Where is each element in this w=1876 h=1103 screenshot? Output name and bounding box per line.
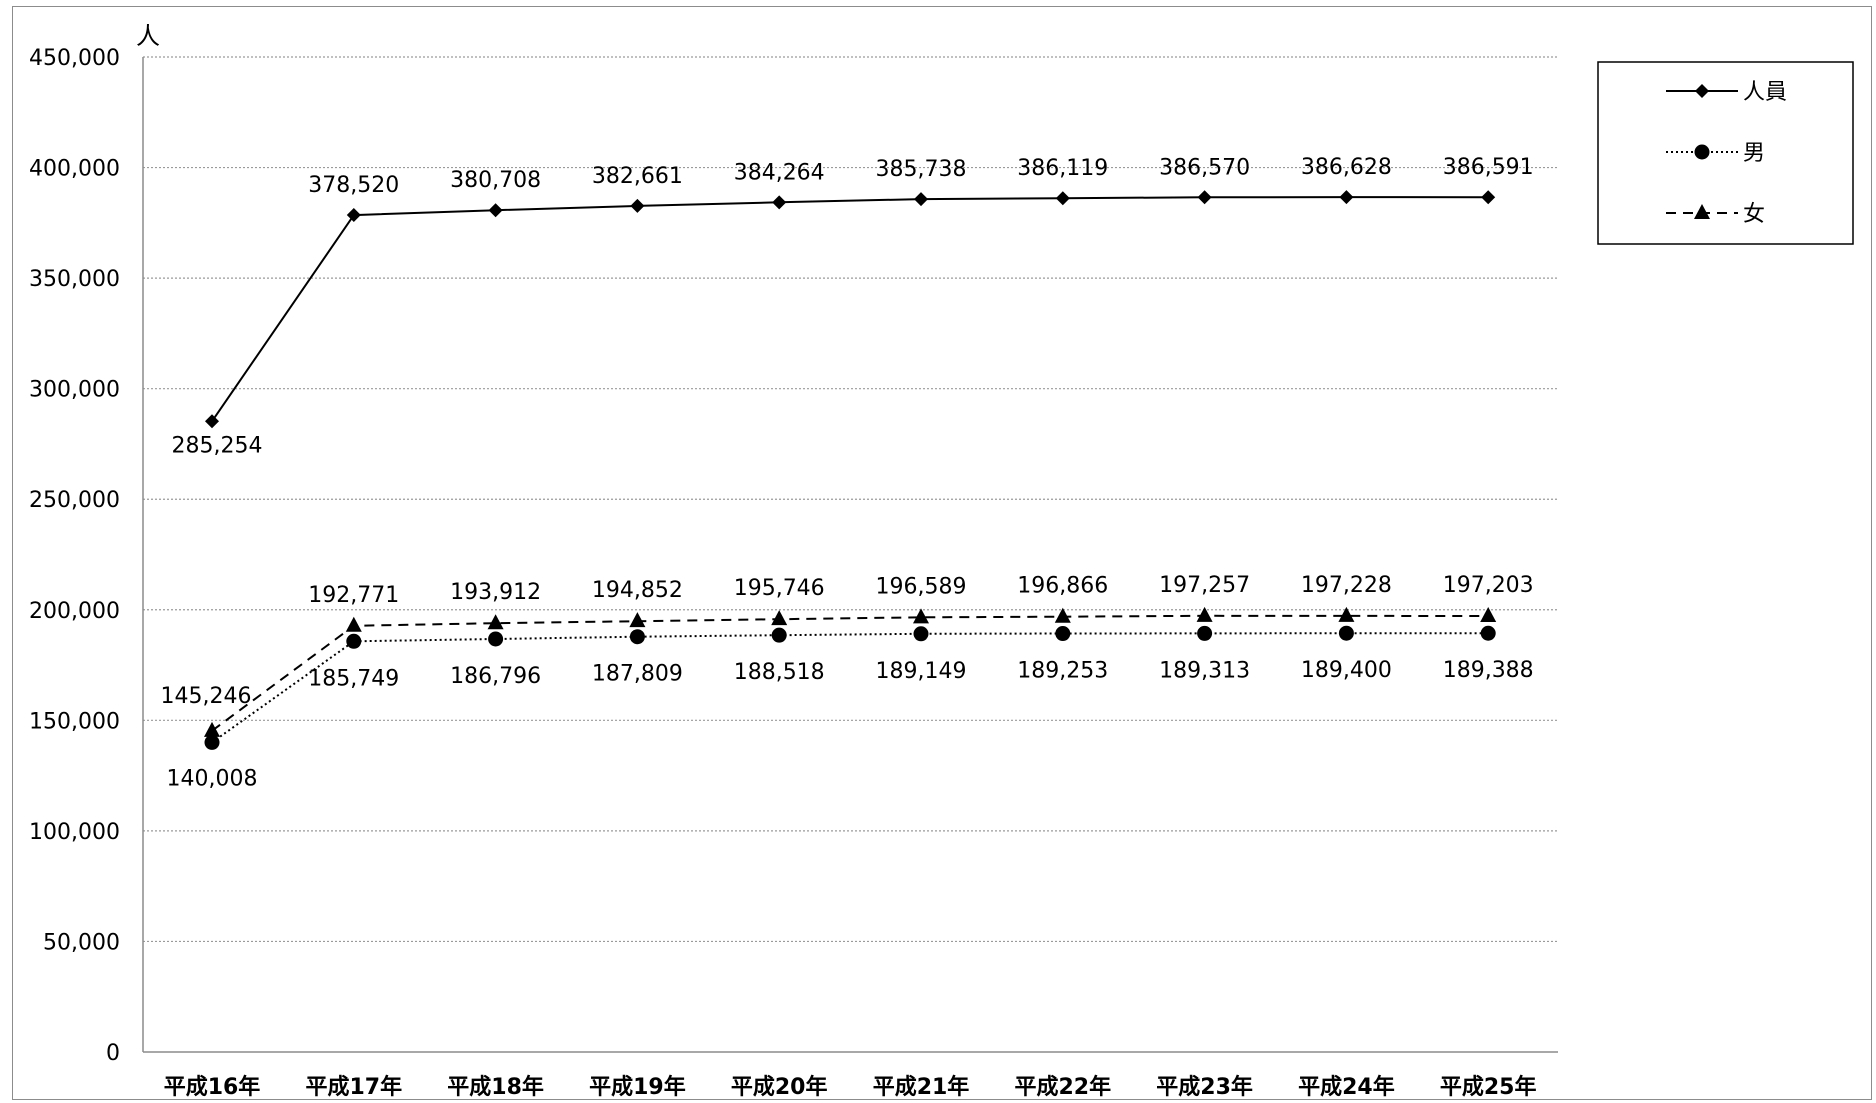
y-tick-label: 250,000 xyxy=(29,488,120,513)
data-point-男 xyxy=(1480,625,1496,641)
x-tick-label: 平成18年 xyxy=(447,1074,544,1100)
data-point-女 xyxy=(1054,607,1071,623)
data-point-男 xyxy=(1338,625,1354,641)
data-label-女: 195,746 xyxy=(734,576,825,601)
data-point-人員 xyxy=(1197,190,1212,205)
data-label-男: 189,149 xyxy=(876,659,967,684)
data-label-人員: 386,570 xyxy=(1159,155,1250,180)
legend-label: 人員 xyxy=(1743,80,1787,105)
legend-marker-人員 xyxy=(1695,84,1709,98)
x-tick-label: 平成16年 xyxy=(164,1074,261,1100)
data-point-男 xyxy=(204,734,220,750)
data-point-男 xyxy=(346,633,362,649)
data-label-人員: 386,591 xyxy=(1443,155,1534,180)
data-point-女 xyxy=(1196,606,1213,622)
data-point-女 xyxy=(771,610,788,626)
y-axis-unit-label: 人 xyxy=(136,22,160,50)
data-label-人員: 382,661 xyxy=(592,164,683,189)
data-label-人員: 385,738 xyxy=(876,157,967,182)
legend-label: 男 xyxy=(1743,141,1765,166)
y-tick-label: 150,000 xyxy=(29,709,120,734)
data-point-男 xyxy=(1055,626,1071,642)
data-label-女: 145,246 xyxy=(161,684,252,709)
x-tick-label: 平成17年 xyxy=(305,1074,402,1100)
legend-marker-男 xyxy=(1694,144,1710,160)
data-point-人員 xyxy=(914,192,928,207)
x-tick-label: 平成24年 xyxy=(1298,1074,1395,1100)
x-tick-label: 平成21年 xyxy=(873,1074,970,1100)
legend-marker-女 xyxy=(1694,204,1710,219)
legend-label: 女 xyxy=(1743,202,1765,227)
data-label-女: 196,589 xyxy=(876,574,967,599)
data-point-女 xyxy=(629,612,646,628)
data-label-男: 189,388 xyxy=(1443,658,1534,683)
data-point-女 xyxy=(1338,606,1355,622)
data-label-女: 197,257 xyxy=(1159,573,1250,598)
y-tick-label: 50,000 xyxy=(43,930,120,955)
data-point-女 xyxy=(487,614,504,630)
data-label-男: 140,008 xyxy=(167,766,258,791)
data-point-男 xyxy=(629,629,645,645)
data-label-人員: 386,119 xyxy=(1017,156,1108,181)
data-label-男: 187,809 xyxy=(592,662,683,687)
data-label-女: 197,203 xyxy=(1443,573,1534,598)
data-label-男: 188,518 xyxy=(734,660,825,685)
data-label-人員: 378,520 xyxy=(308,173,399,198)
data-point-女 xyxy=(913,608,929,624)
data-label-男: 186,796 xyxy=(450,664,541,689)
x-tick-label: 平成20年 xyxy=(731,1074,828,1100)
data-point-人員 xyxy=(1481,190,1496,205)
data-label-女: 197,228 xyxy=(1301,573,1392,598)
data-label-人員: 384,264 xyxy=(734,160,825,185)
y-tick-label: 300,000 xyxy=(29,378,120,403)
x-tick-label: 平成25年 xyxy=(1440,1074,1537,1100)
data-point-人員 xyxy=(346,208,361,223)
data-point-男 xyxy=(771,627,787,643)
data-label-人員: 386,628 xyxy=(1301,155,1392,180)
chart-frame xyxy=(12,6,1872,1100)
y-tick-label: 100,000 xyxy=(29,820,120,845)
data-point-女 xyxy=(204,721,220,737)
data-label-女: 196,866 xyxy=(1017,574,1108,599)
x-tick-label: 平成22年 xyxy=(1014,1074,1111,1100)
data-point-男 xyxy=(913,626,929,642)
data-point-女 xyxy=(345,616,362,632)
data-label-人員: 380,708 xyxy=(450,168,541,193)
data-point-人員 xyxy=(205,414,219,429)
legend-box xyxy=(1597,61,1854,245)
data-point-男 xyxy=(488,631,504,647)
data-label-女: 193,912 xyxy=(450,580,541,605)
data-point-人員 xyxy=(1339,190,1354,205)
data-label-人員: 285,254 xyxy=(172,433,263,458)
x-tick-label: 平成23年 xyxy=(1156,1074,1253,1100)
y-tick-label: 450,000 xyxy=(29,46,120,71)
series-line-男 xyxy=(211,632,1489,744)
y-tick-label: 0 xyxy=(106,1041,120,1066)
series-line-人員 xyxy=(211,196,1489,422)
data-point-女 xyxy=(1480,606,1497,622)
y-tick-label: 200,000 xyxy=(29,599,120,624)
data-label-男: 189,253 xyxy=(1017,659,1108,684)
data-label-女: 194,852 xyxy=(592,578,683,603)
data-point-人員 xyxy=(772,195,787,210)
data-point-男 xyxy=(1197,625,1213,641)
y-tick-label: 350,000 xyxy=(29,267,120,292)
data-label-男: 189,313 xyxy=(1159,658,1250,683)
x-tick-label: 平成19年 xyxy=(589,1074,686,1100)
data-label-男: 189,400 xyxy=(1301,658,1392,683)
data-point-人員 xyxy=(488,203,503,218)
y-tick-label: 400,000 xyxy=(29,157,120,182)
series-line-女 xyxy=(211,614,1489,732)
data-label-女: 192,771 xyxy=(308,583,399,608)
data-label-男: 185,749 xyxy=(308,666,399,691)
data-point-人員 xyxy=(1055,191,1070,206)
data-point-人員 xyxy=(630,198,645,213)
